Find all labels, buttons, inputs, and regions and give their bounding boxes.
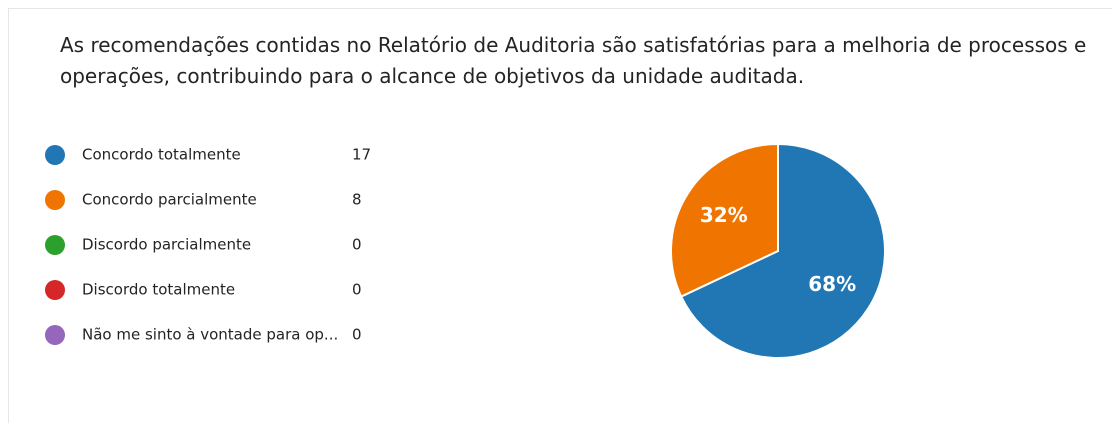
legend-label: Discordo parcialmente [82, 236, 251, 254]
pie-slice [670, 142, 779, 298]
slice-label: 68% [808, 272, 856, 296]
legend-label: Discordo totalmente [82, 281, 235, 299]
card [8, 8, 1112, 423]
legend-swatch [45, 145, 65, 165]
legend-count: 0 [352, 281, 362, 299]
legend-swatch [45, 325, 65, 345]
legend-count: 0 [352, 326, 362, 344]
legend-count: 8 [352, 191, 362, 209]
legend-count: 0 [352, 236, 362, 254]
legend-label: Não me sinto à vontade para op... [82, 326, 338, 344]
legend-swatch [45, 190, 65, 210]
chart-title: As recomendações contidas no Relatório d… [60, 33, 1087, 88]
legend-swatch [45, 280, 65, 300]
legend-swatch [45, 235, 65, 255]
legend-count: 17 [352, 146, 371, 164]
legend-label: Concordo parcialmente [82, 191, 257, 209]
legend-label: Concordo totalmente [82, 146, 241, 164]
slice-label: 32% [700, 203, 748, 227]
pie-slice [679, 142, 886, 359]
